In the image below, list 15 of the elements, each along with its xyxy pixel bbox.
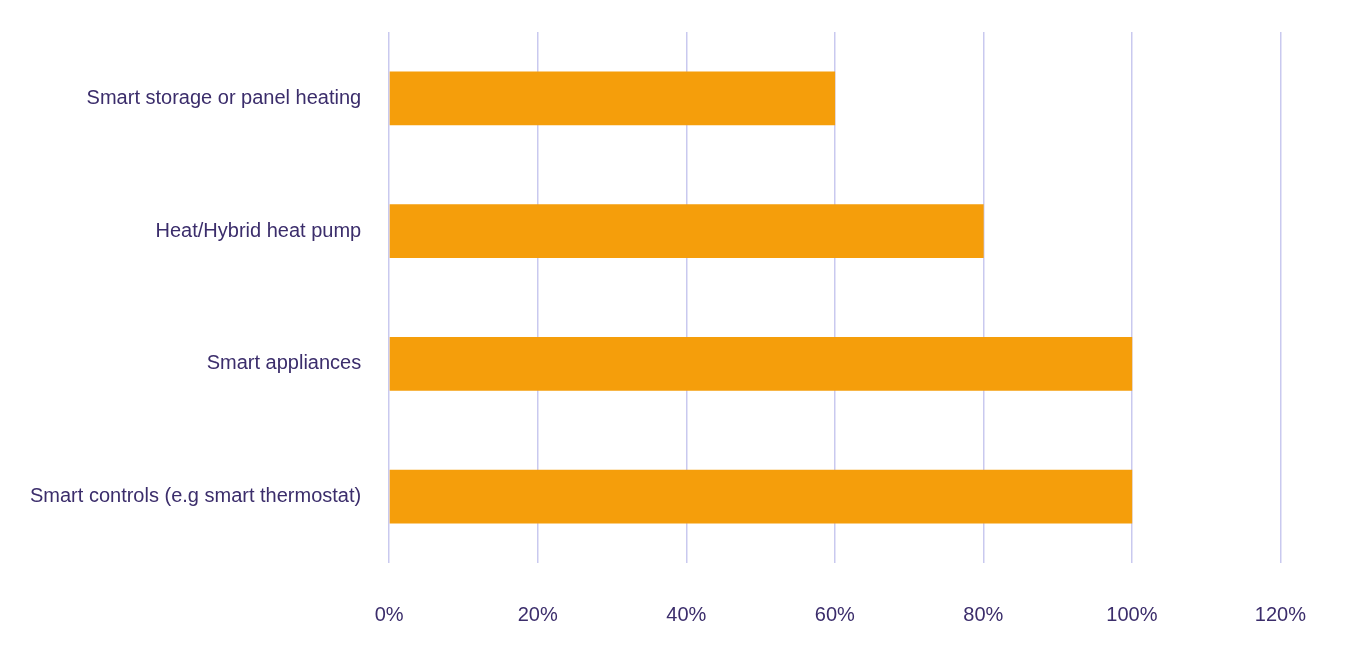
x-tick-label: 20%: [517, 602, 558, 625]
bar: [389, 204, 984, 258]
x-tick-label: 100%: [1106, 602, 1158, 625]
x-tick-label: 80%: [963, 602, 1004, 625]
x-tick-label: 60%: [814, 602, 856, 625]
y-tick-label: Smart appliances: [206, 351, 362, 374]
x-tick-label: 120%: [1254, 602, 1307, 625]
x-tick-label: 0%: [374, 602, 404, 625]
x-tick-label: 40%: [666, 602, 707, 625]
y-tick-label: Heat/Hybrid heat pump: [155, 218, 362, 241]
bar: [389, 71, 836, 126]
bar: [389, 469, 1133, 524]
bar: [389, 337, 1133, 391]
y-tick-label: Smart storage or panel heating: [86, 85, 362, 108]
y-tick-label: Smart controls (e.g smart thermostat): [30, 484, 362, 507]
